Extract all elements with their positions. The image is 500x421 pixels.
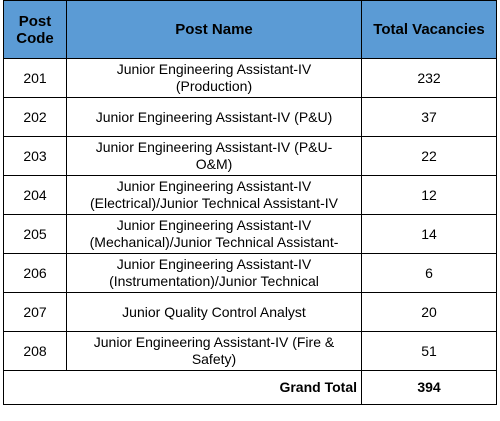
header-cell: Post Code: [3, 0, 67, 59]
post-name: Junior Engineering Assistant-IV (Producti…: [66, 58, 362, 98]
vacancies: 14: [361, 214, 497, 254]
post-code: 203: [3, 136, 67, 176]
post-name: Junior Quality Control Analyst: [66, 292, 362, 332]
total-row: Grand Total 394: [3, 370, 497, 405]
vacancies: 20: [361, 292, 497, 332]
table-row: 204 Junior Engineering Assistant-IV (Elect…: [3, 175, 497, 215]
post-code: 208: [3, 331, 67, 371]
post-name: Junior Engineering Assistant-IV (Electric…: [66, 175, 362, 215]
vacancies: 37: [361, 97, 497, 137]
post-name-line: Junior Engineering Assistant-IV (P&U): [95, 108, 333, 125]
post-name-line: (Production): [175, 78, 253, 94]
post-name-line: Junior Engineering Assistant-IV: [116, 178, 312, 194]
post-name-line: (Mechanical)/Junior Technical Assistant-: [89, 234, 339, 250]
table-row: 208 Junior Engineering Assistant-IV (Fire…: [3, 331, 497, 371]
vacancies: 232: [361, 58, 497, 98]
post-name-line: (Electrical)/Junior Technical Assistant-…: [90, 195, 338, 211]
vacancies: 12: [361, 175, 497, 215]
post-name-line: O&M): [195, 156, 233, 172]
vacancies: 22: [361, 136, 497, 176]
table-row: 207 Junior Quality Control Analyst 20: [3, 292, 497, 332]
table-row: 203 Junior Engineering Assistant-IV (P&U-…: [3, 136, 497, 176]
total-label: Grand Total: [3, 370, 362, 405]
post-code: 207: [3, 292, 67, 332]
post-name: Junior Engineering Assistant-IV (Fire & S…: [66, 331, 362, 371]
post-name: Junior Engineering Assistant-IV (Instrume…: [66, 253, 362, 293]
post-name-line: Safety): [191, 351, 237, 367]
table-body: 201 Junior Engineering Assistant-IV (Produ…: [3, 58, 497, 405]
header-cell: Total Vacancies: [361, 0, 497, 59]
post-name-line: Junior Engineering Assistant-IV: [116, 217, 312, 233]
post-name-line: Junior Engineering Assistant-IV: [116, 256, 312, 272]
post-code: 204: [3, 175, 67, 215]
post-name-line: Junior Engineering Assistant-IV (P&U-: [95, 139, 333, 155]
vacancies: 6: [361, 253, 497, 293]
table-row: 201 Junior Engineering Assistant-IV (Produ…: [3, 58, 497, 98]
post-name-line: Junior Engineering Assistant-IV (Fire &: [93, 334, 335, 350]
post-code: 202: [3, 97, 67, 137]
post-code: 205: [3, 214, 67, 254]
post-name-line: Junior Engineering Assistant-IV: [116, 61, 312, 77]
post-code: 206: [3, 253, 67, 293]
vacancy-table: Post Code Post Name Total Vacancies 201 Jun…: [3, 0, 497, 405]
post-name: Junior Engineering Assistant-IV (Mechanic…: [66, 214, 362, 254]
header-cell: Post Name: [66, 0, 362, 59]
vacancies: 51: [361, 331, 497, 371]
post-name: Junior Engineering Assistant-IV (P&U): [66, 97, 362, 137]
total-value: 394: [361, 370, 497, 405]
post-name-line: (Instrumentation)/Junior Technical: [109, 273, 319, 289]
post-name: Junior Engineering Assistant-IV (P&U- O&M…: [66, 136, 362, 176]
table-row: 202 Junior Engineering Assistant-IV (P&U)…: [3, 97, 497, 137]
post-name-line: Junior Quality Control Analyst: [122, 303, 306, 320]
table-row: 205 Junior Engineering Assistant-IV (Mecha…: [3, 214, 497, 254]
table-row: 206 Junior Engineering Assistant-IV (Instr…: [3, 253, 497, 293]
header-row: Post Code Post Name Total Vacancies: [3, 0, 497, 59]
post-code: 201: [3, 58, 67, 98]
